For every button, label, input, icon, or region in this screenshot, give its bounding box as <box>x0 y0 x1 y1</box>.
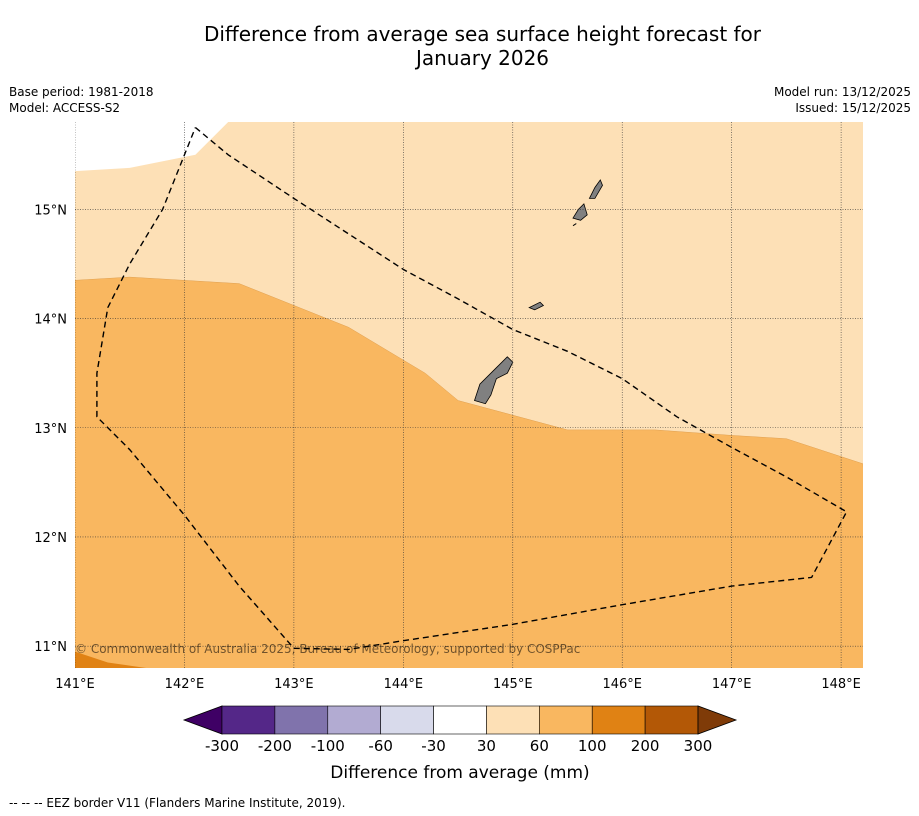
island-4 <box>572 223 577 227</box>
colorbar-tick-label: 200 <box>631 737 660 755</box>
meta-right: Model run: 13/12/2025 Issued: 15/12/2025 <box>774 84 911 116</box>
x-tick-label: 147°E <box>712 677 752 692</box>
meta-left: Base period: 1981-2018 Model: ACCESS-S2 <box>9 84 154 116</box>
colorbar-segment <box>486 705 540 735</box>
colorbar-segment <box>591 705 646 735</box>
colorbar-tick-label: 300 <box>684 737 713 755</box>
chart-title: Difference from average sea surface heig… <box>0 22 919 70</box>
colorbar-segment <box>644 705 699 735</box>
eez-border <box>96 126 848 651</box>
x-tick-label: 142°E <box>165 677 205 692</box>
region-60-100 <box>75 276 863 668</box>
eez-legend: -- -- -- EEZ border V11 (Flanders Marine… <box>9 796 346 810</box>
colorbar-tick-label: 30 <box>477 737 496 755</box>
axis-layer: 141°E 142°E 143°E 144°E 145°E 146°E 147°E 148°E… <box>34 203 861 692</box>
colorbar-segment <box>539 705 593 735</box>
region-200-300 <box>75 651 147 668</box>
colorbar-tick-label: -30 <box>421 737 446 755</box>
y-tick-label: 11°N <box>34 640 67 655</box>
gridlines <box>75 122 863 668</box>
island-1 <box>528 301 545 311</box>
map-layer <box>75 122 863 668</box>
x-tick-label: 141°E <box>55 677 95 692</box>
colorbar: -300 -200 -100 -60 -30 30 60 100 200 300 <box>182 705 738 755</box>
colorbar-tick-label: 60 <box>530 737 549 755</box>
title-line-1: Difference from average sea surface heig… <box>203 22 762 46</box>
region-below-30 <box>75 122 229 172</box>
y-tick-label: 13°N <box>34 422 67 437</box>
colorbar-tick-label: -300 <box>205 737 239 755</box>
copyright-text: © Commonwealth of Australia 2025, Bureau… <box>75 642 580 656</box>
colorbar-segment <box>327 705 381 735</box>
base-period: Base period: 1981-2018 <box>9 85 154 99</box>
colorbar-segment <box>274 705 329 735</box>
model-run: Model run: 13/12/2025 <box>773 85 911 99</box>
y-tick-label: 15°N <box>34 203 67 218</box>
y-tick-label: 12°N <box>34 531 67 546</box>
colorbar-tick-label: -100 <box>311 737 345 755</box>
colorbar-label: Difference from average (mm) <box>330 763 589 783</box>
y-tick-label: 14°N <box>34 313 67 328</box>
colorbar-extend-low <box>182 705 223 735</box>
colorbar-extend-high <box>697 705 738 735</box>
title-line-2: January 2026 <box>415 46 550 70</box>
colorbar-tick-label: 100 <box>578 737 607 755</box>
colorbar-tick-label: -200 <box>258 737 292 755</box>
model-name: Model: ACCESS-S2 <box>9 101 121 115</box>
issued-date: Issued: 15/12/2025 <box>795 101 911 115</box>
x-tick-label: 145°E <box>493 677 533 692</box>
colorbar-segment <box>221 705 276 735</box>
island-0 <box>473 356 514 405</box>
x-tick-label: 144°E <box>384 677 424 692</box>
x-tick-label: 148°E <box>821 677 861 692</box>
colorbar-tick-label: -60 <box>368 737 393 755</box>
x-tick-label: 146°E <box>602 677 642 692</box>
colorbar-segment <box>433 705 487 735</box>
colorbar-segment <box>380 705 434 735</box>
island-3 <box>588 179 603 199</box>
x-tick-label: 143°E <box>274 677 314 692</box>
map-fill-group <box>75 122 863 668</box>
